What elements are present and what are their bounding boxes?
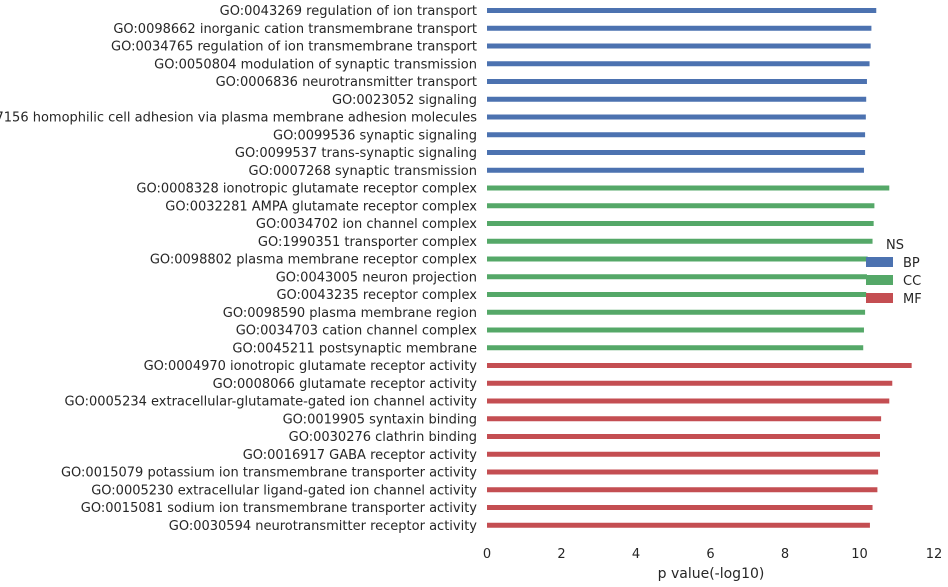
legend-label: BP (903, 256, 920, 271)
category-label: GO:0015081 sodium ion transmembrane tran… (81, 501, 477, 516)
bar (487, 61, 870, 67)
category-label: GO:0045211 postsynaptic membrane (232, 341, 477, 356)
x-axis: 0 2 4 6 8 10 12 (483, 547, 942, 562)
bar (487, 185, 890, 191)
bar (487, 327, 864, 333)
x-tick-label: 8 (781, 547, 789, 562)
category-label: GO:0043269 regulation of ion transport (220, 4, 477, 19)
category-label: GO:1990351 transporter complex (258, 235, 477, 250)
bar (487, 416, 882, 422)
legend-swatch (866, 293, 893, 303)
legend: NS BP CC MF (866, 238, 922, 307)
bars-layer (487, 8, 912, 528)
category-label: GO:0032281 AMPA glutamate receptor compl… (165, 199, 477, 214)
legend-swatch (866, 275, 893, 285)
category-label: GO:0007268 synaptic transmission (249, 164, 477, 179)
category-label: GO:0015079 potassium ion transmembrane t… (61, 466, 477, 481)
bar (487, 8, 877, 13)
x-tick-label: 4 (632, 547, 640, 562)
x-axis-title: p value(-log10) (658, 566, 765, 582)
x-tick-label: 0 (483, 547, 491, 562)
bar (487, 238, 873, 244)
bar (487, 380, 893, 386)
category-label: GO:0008066 glutamate receptor activity (213, 377, 478, 392)
category-label: GO:0099536 synaptic signaling (273, 128, 477, 143)
bar (487, 487, 878, 493)
category-label: GO:0006836 neurotransmitter transport (216, 75, 477, 90)
category-labels: GO:0043269 regulation of ion transport GO… (0, 4, 477, 534)
category-label: GO:0030276 clathrin binding (289, 430, 477, 445)
category-label: GO:0098802 plasma membrane receptor comp… (150, 253, 477, 268)
bar (487, 96, 867, 102)
x-tick-label: 2 (557, 547, 565, 562)
category-label: GO:0007156 homophilic cell adhesion via … (0, 111, 477, 126)
bar (487, 505, 873, 510)
category-label: GO:0050804 modulation of synaptic transm… (154, 57, 477, 72)
category-label: GO:0008328 ionotropic glutamate receptor… (136, 182, 477, 197)
category-label: GO:0005230 extracellular ligand-gated io… (91, 483, 477, 498)
x-tick-label: 6 (706, 547, 714, 562)
category-label: GO:0034702 ion channel complex (256, 217, 477, 232)
category-label: GO:0030594 neurotransmitter receptor act… (169, 519, 478, 534)
bar (487, 345, 864, 351)
bar (487, 292, 867, 297)
bar (487, 256, 868, 262)
legend-label: MF (903, 292, 922, 307)
bar (487, 150, 866, 155)
bar (487, 309, 866, 315)
category-label: GO:0016917 GABA receptor activity (243, 448, 478, 463)
x-tick-label: 10 (851, 547, 868, 562)
category-label: GO:0098590 plasma membrane region (223, 306, 477, 321)
category-label: GO:0098662 inorganic cation transmembran… (113, 22, 477, 37)
legend-title: NS (886, 238, 904, 253)
legend-label: CC (903, 274, 921, 289)
category-label: GO:0099537 trans-synaptic signaling (235, 146, 477, 161)
category-label: GO:0034765 regulation of ion transmembra… (111, 40, 477, 55)
bar (487, 132, 866, 138)
bar (487, 469, 879, 475)
bar (487, 167, 864, 173)
category-label: GO:0034703 cation channel complex (236, 324, 478, 339)
bar (487, 79, 867, 84)
bar (487, 274, 867, 280)
bar (487, 221, 874, 226)
category-label: GO:0005234 extracellular-glutamate-gated… (65, 395, 478, 410)
bar (487, 203, 875, 209)
bar (487, 114, 866, 120)
category-label: GO:0043005 neuron projection (276, 270, 477, 285)
bar (487, 43, 871, 49)
bar (487, 451, 880, 457)
x-tick-label: 12 (926, 547, 943, 562)
bar (487, 398, 890, 404)
category-label: GO:0043235 receptor complex (276, 288, 477, 303)
category-label: GO:0004970 ionotropic glutamate receptor… (144, 359, 478, 374)
bar (487, 25, 872, 31)
bar (487, 434, 880, 439)
category-label: GO:0019905 syntaxin binding (283, 412, 477, 427)
legend-swatch (866, 257, 893, 267)
bar (487, 363, 912, 368)
bar (487, 522, 870, 528)
category-label: GO:0023052 signaling (332, 93, 477, 108)
